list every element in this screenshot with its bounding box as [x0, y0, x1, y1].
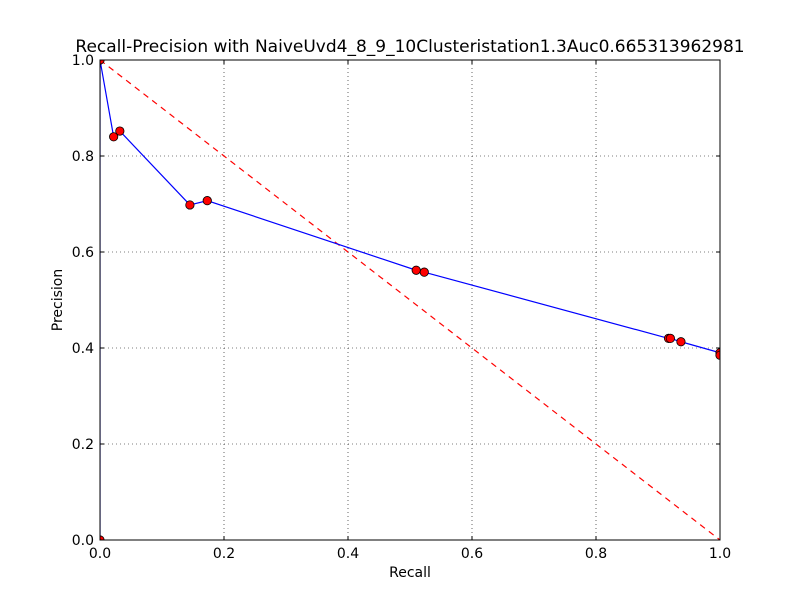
x-axis-label: Recall: [389, 565, 431, 581]
data-point-marker: [202, 196, 212, 206]
y-tick-label: 0.2: [72, 437, 94, 453]
x-tick-label: 0.8: [585, 546, 607, 562]
data-point-marker: [185, 200, 195, 210]
series-group: [100, 60, 720, 540]
y-tick-label: 0.4: [72, 341, 94, 357]
y-tick-label: 1.0: [72, 53, 94, 69]
data-point-marker: [665, 333, 676, 343]
data-point-marker: [411, 265, 421, 275]
x-tick-label: 0.6: [461, 546, 483, 562]
data-point-marker: [419, 267, 429, 277]
y-tick-label: 0.0: [72, 533, 94, 549]
x-tick-label: 0.4: [337, 546, 359, 562]
grid-lines: [100, 60, 720, 540]
x-tick-label: 1.0: [709, 546, 731, 562]
axis-ticks: 0.0 0.2 0.4 0.6 0.8 1.0 0.0 0.2 0.4 0.6 0.8 1.0: [72, 53, 731, 562]
x-tick-label: 0.0: [89, 546, 111, 562]
plot-frame: [99, 59, 721, 541]
data-point-marker: [109, 132, 119, 142]
y-axis-label: Precision: [50, 269, 66, 331]
data-point-marker: [115, 126, 125, 136]
data-point-marker: [676, 337, 686, 347]
reference-diagonal-line: [100, 60, 720, 540]
y-tick-label: 0.8: [72, 149, 94, 165]
y-tick-label: 0.6: [72, 245, 94, 261]
chart-title: Recall-Precision with NaiveUvd4_8_9_10Cl…: [75, 37, 744, 57]
x-tick-label: 0.2: [213, 546, 235, 562]
plot-area: [100, 60, 720, 540]
